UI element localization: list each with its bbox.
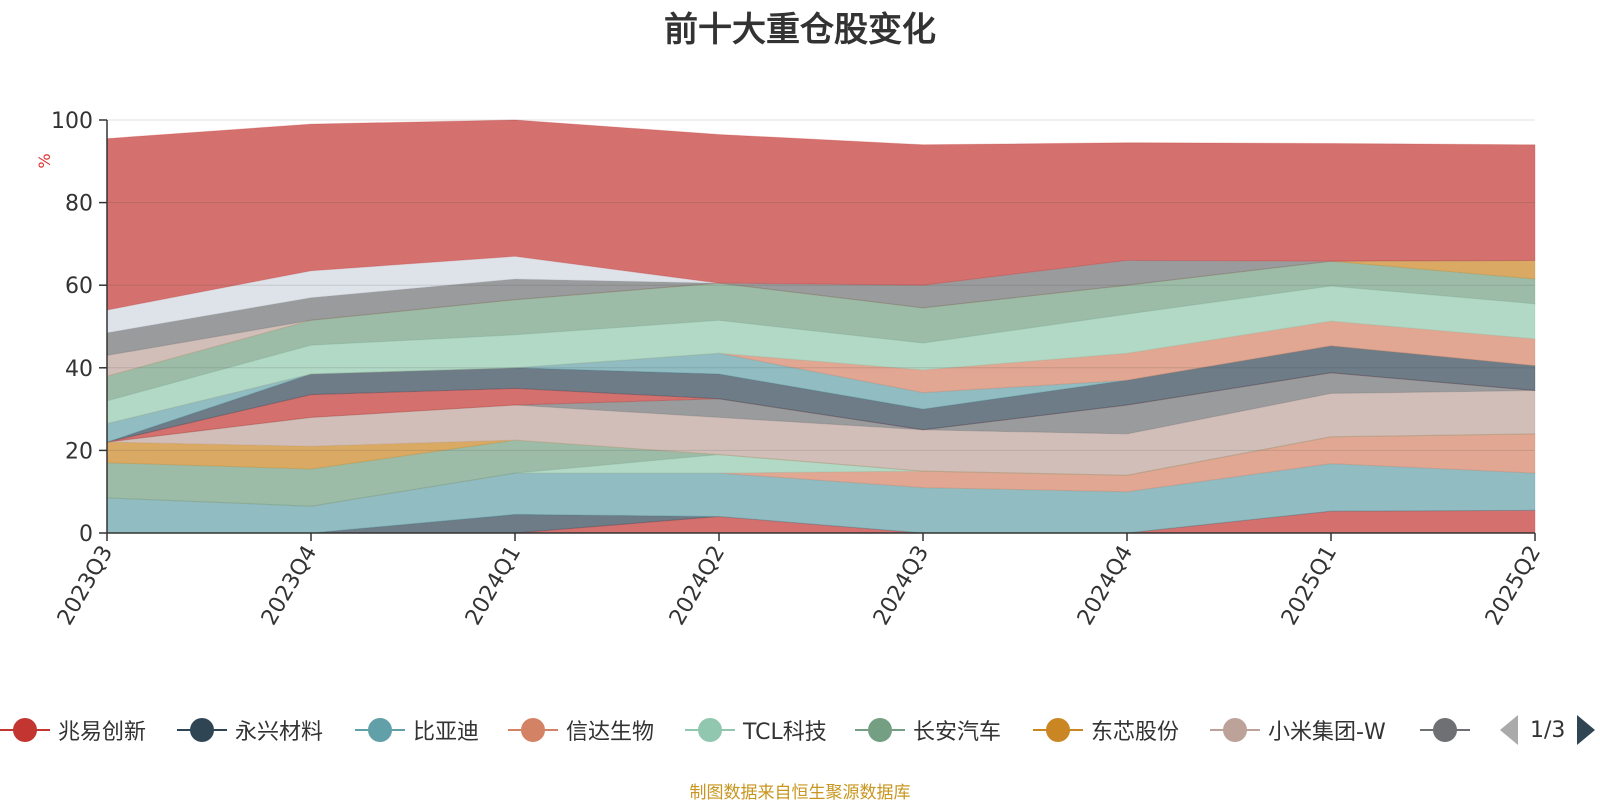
chart-title: 前十大重仓股变化 xyxy=(664,10,936,50)
legend-item[interactable]: TCL科技 xyxy=(685,712,827,748)
legend-label: 信达生物 xyxy=(566,720,655,745)
legend-symbol-icon xyxy=(508,712,558,748)
legend: 兆易创新 永兴材料 比亚迪 信达生物 TCL科技 长安汽车 东芯股份 小米集团-W 1/3 xyxy=(0,712,1600,752)
x-tick-label: 2024Q1 xyxy=(461,542,526,630)
x-tick-label: 2024Q3 xyxy=(869,542,934,630)
legend-next-icon[interactable] xyxy=(1577,715,1596,745)
legend-label: 兆易创新 xyxy=(58,720,147,745)
area-series-7 xyxy=(106,389,1536,476)
legend-symbol-icon xyxy=(1033,712,1083,748)
area-series-19 xyxy=(106,119,1536,311)
area-series xyxy=(106,119,1536,534)
area-series-13 xyxy=(106,285,1536,425)
x-tick-label: 2025Q1 xyxy=(1277,542,1342,630)
x-tick-label: 2023Q4 xyxy=(257,542,322,630)
x-tick-label: 2025Q2 xyxy=(1481,542,1546,630)
y-tick-label: 40 xyxy=(65,357,93,382)
legend-label: 比亚迪 xyxy=(413,720,480,745)
legend-symbol-icon xyxy=(1210,712,1260,748)
legend-label: 小米集团-W xyxy=(1268,720,1386,745)
legend-item[interactable]: 长安汽车 xyxy=(855,712,1001,748)
legend-item[interactable]: 永兴材料 xyxy=(177,712,323,748)
legend-symbol-icon xyxy=(177,712,227,748)
legend-item[interactable]: 东芯股份 xyxy=(1033,712,1179,748)
y-tick-label: 0 xyxy=(79,522,93,547)
legend-label: 永兴材料 xyxy=(235,720,324,745)
y-axis-label: % xyxy=(35,153,54,168)
x-tick-label: 2023Q3 xyxy=(53,542,118,630)
y-tick-label: 80 xyxy=(65,192,93,217)
legend-item[interactable]: 小米集团-W xyxy=(1210,712,1386,748)
legend-label: 长安汽车 xyxy=(913,720,1002,745)
legend-item[interactable]: 比亚迪 xyxy=(355,712,479,748)
legend-item[interactable]: 兆易创新 xyxy=(0,712,146,748)
x-tick-label: 2024Q4 xyxy=(1073,542,1138,630)
legend-page-indicator: 1/3 xyxy=(1530,717,1566,743)
x-tick-label: 2024Q2 xyxy=(665,542,730,630)
y-tick-label: 20 xyxy=(65,439,93,464)
y-tick-label: 100 xyxy=(51,109,93,134)
y-tick-label: 60 xyxy=(65,274,93,299)
legend-symbol-icon xyxy=(855,712,905,748)
legend-item[interactable]: 信达生物 xyxy=(508,712,654,748)
legend-label: TCL科技 xyxy=(743,720,827,745)
legend-symbol-icon xyxy=(1420,712,1470,748)
legend-label: 东芯股份 xyxy=(1091,720,1180,745)
legend-symbol-icon xyxy=(685,712,735,748)
legend-pager: 1/3 xyxy=(1500,712,1596,748)
legend-prev-icon[interactable] xyxy=(1500,715,1518,745)
legend-symbol-icon xyxy=(355,712,405,748)
legend-item[interactable] xyxy=(1420,712,1470,748)
legend-symbol-icon xyxy=(0,712,50,748)
data-source-note: 制图数据来自恒生聚源数据库 xyxy=(689,783,911,803)
